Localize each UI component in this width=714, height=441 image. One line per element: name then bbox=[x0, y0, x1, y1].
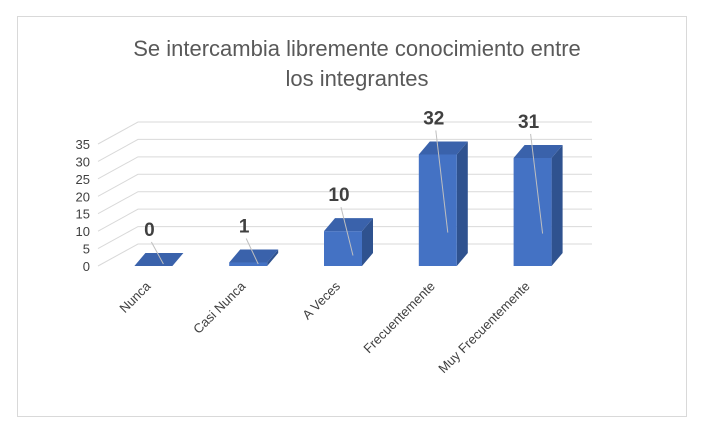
bar-frecuentemente bbox=[418, 141, 468, 266]
bar-front bbox=[324, 231, 362, 266]
bar-a-veces bbox=[324, 218, 373, 266]
data-label: 32 bbox=[423, 108, 444, 129]
bar-side bbox=[362, 218, 373, 266]
category-label: Nunca bbox=[116, 278, 154, 316]
data-label: 31 bbox=[518, 112, 540, 133]
bar-side bbox=[267, 249, 279, 266]
bar-front bbox=[418, 154, 457, 266]
y-tick-label: 35 bbox=[76, 137, 90, 152]
y-tick-label: 20 bbox=[76, 189, 90, 204]
bar-front bbox=[513, 157, 552, 266]
data-label: 0 bbox=[144, 220, 155, 241]
y-tick-label: 25 bbox=[76, 172, 90, 187]
chart-title-line-1: Se intercambia libremente conocimiento e… bbox=[133, 36, 581, 61]
chart-area bbox=[17, 16, 687, 417]
leader-line bbox=[150, 241, 164, 265]
data-labels: 0 1 10 32 31 bbox=[144, 108, 539, 241]
y-axis-ticks: 0 5 10 15 20 25 30 35 bbox=[76, 137, 90, 274]
bar-top bbox=[513, 144, 563, 158]
bar-muy-frecuentemente bbox=[513, 144, 563, 266]
gridline bbox=[97, 138, 592, 162]
y-tick-label: 5 bbox=[83, 242, 90, 257]
category-label: A Veces bbox=[299, 278, 343, 322]
leader-line bbox=[245, 238, 259, 265]
leader-line bbox=[340, 207, 354, 256]
bars bbox=[134, 141, 563, 266]
x-axis-categories: Nunca Casi Nunca A Veces FrecuentementeMuy … bbox=[116, 278, 532, 376]
chart-title-line-2: los integrantes bbox=[285, 66, 428, 91]
gridline bbox=[97, 121, 592, 145]
bar-top bbox=[324, 218, 373, 232]
category-label: Muy Frecuentemente bbox=[435, 279, 532, 376]
data-label: 1 bbox=[239, 217, 250, 238]
bar-casi-nunca bbox=[229, 249, 279, 266]
bar-front bbox=[229, 262, 268, 266]
bar-top bbox=[134, 253, 184, 266]
bar-side bbox=[456, 141, 468, 266]
bar-top bbox=[229, 249, 279, 263]
category-label: Casi Nunca bbox=[190, 278, 249, 337]
bar-nunca bbox=[134, 253, 184, 266]
bar-top bbox=[418, 141, 468, 155]
y-tick-label: 15 bbox=[76, 207, 90, 222]
y-tick-label: 30 bbox=[76, 154, 90, 169]
bar-side bbox=[551, 144, 563, 266]
y-tick-label: 10 bbox=[76, 224, 90, 239]
leader-line bbox=[530, 133, 544, 234]
y-tick-label: 0 bbox=[83, 259, 90, 274]
data-label: 10 bbox=[328, 185, 349, 206]
data-label-leaders bbox=[150, 130, 544, 265]
category-label: Frecuentemente bbox=[360, 279, 438, 357]
leader-line bbox=[435, 130, 449, 233]
